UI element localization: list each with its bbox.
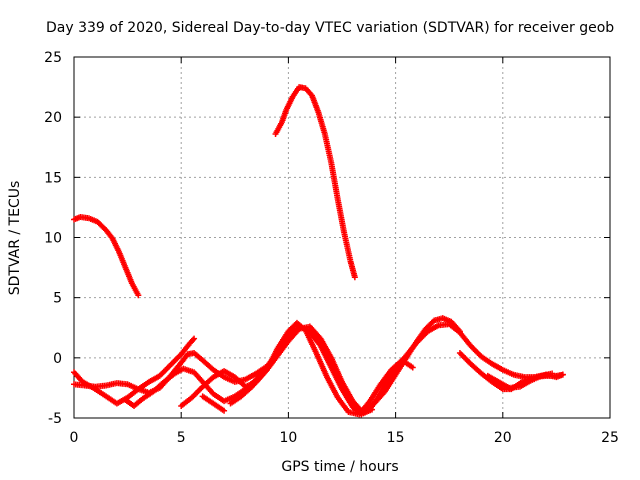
- data-point: [135, 292, 142, 299]
- data-point: [189, 336, 196, 343]
- data-point: [191, 335, 198, 342]
- y-tick-label: 15: [44, 170, 62, 186]
- data-point: [409, 364, 416, 371]
- y-tick-label: 20: [44, 110, 62, 126]
- y-tick-label: 0: [53, 351, 62, 367]
- x-tick-label: 15: [387, 430, 405, 446]
- data-point: [559, 371, 566, 378]
- series-low-c: [122, 323, 376, 417]
- series-low-f: [227, 325, 296, 407]
- x-tick-label: 10: [279, 430, 297, 446]
- x-tick-label: 20: [494, 430, 512, 446]
- series-arc-midday-high: [272, 84, 358, 281]
- y-axis-label: SDTVAR / TECUs: [7, 181, 23, 296]
- series-arc-early-high: [71, 214, 142, 299]
- y-tick-label: 10: [44, 231, 62, 247]
- data-marks: [71, 84, 566, 418]
- data-point: [289, 325, 296, 332]
- series-low-e: [199, 393, 228, 414]
- series-low-b: [71, 335, 198, 407]
- y-tick-label: 5: [53, 291, 62, 307]
- y-tick-label: 25: [44, 50, 62, 66]
- x-tick-label: 5: [177, 430, 186, 446]
- x-axis-label: GPS time / hours: [281, 459, 398, 475]
- axis-ticks: 0 5 10 15 20 25 -5 0 5 10 15 20 25: [44, 50, 619, 446]
- series-low-i: [484, 370, 556, 391]
- y-tick-label: -5: [48, 411, 62, 427]
- data-point: [221, 407, 228, 414]
- data-point: [456, 328, 463, 335]
- data-point: [549, 370, 556, 377]
- data-point: [351, 274, 358, 281]
- grid: [74, 57, 610, 418]
- chart-title: Day 339 of 2020, Sidereal Day-to-day VTE…: [46, 20, 614, 36]
- x-tick-label: 0: [70, 430, 79, 446]
- x-tick-label: 25: [601, 430, 619, 446]
- series-low-g: [360, 315, 463, 415]
